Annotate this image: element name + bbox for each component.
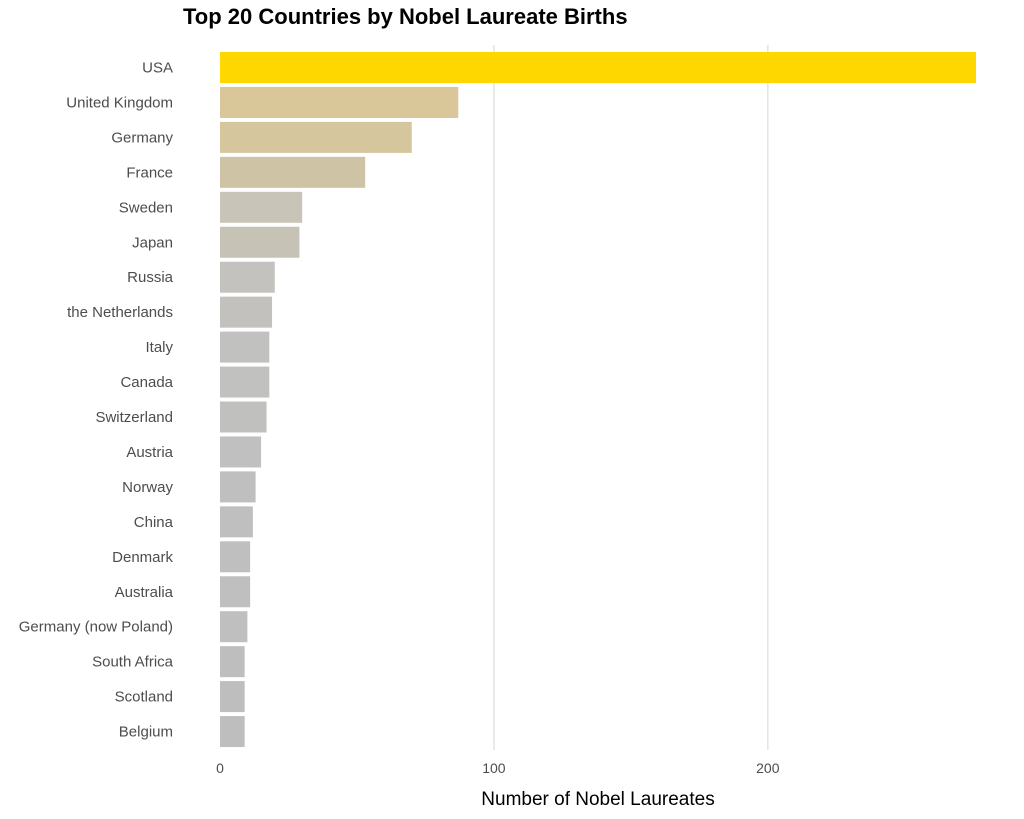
bar xyxy=(220,506,253,538)
y-tick-label: Canada xyxy=(120,374,173,391)
y-tick-label: Sweden xyxy=(119,199,173,216)
y-tick-label: Japan xyxy=(132,234,173,251)
y-tick-label: Denmark xyxy=(112,549,173,566)
y-tick-label: Switzerland xyxy=(95,409,173,426)
y-tick-label: Australia xyxy=(115,584,174,601)
y-tick-label: Belgium xyxy=(119,724,173,741)
x-tick-label: 100 xyxy=(482,760,506,776)
y-tick-label: USA xyxy=(142,60,173,77)
bar xyxy=(220,681,245,713)
y-tick-label: Austria xyxy=(126,444,173,461)
x-axis-title: Number of Nobel Laureates xyxy=(481,789,714,810)
bar xyxy=(220,401,267,433)
y-tick-label: Norway xyxy=(122,479,173,496)
y-tick-label: South Africa xyxy=(92,654,174,671)
bar xyxy=(220,121,412,153)
bar xyxy=(220,716,245,748)
bar xyxy=(220,576,251,608)
y-tick-label: Scotland xyxy=(115,689,173,706)
bar xyxy=(220,611,248,643)
x-tick-label: 0 xyxy=(216,760,224,776)
bar xyxy=(220,436,262,468)
bar xyxy=(220,261,275,293)
bar xyxy=(220,366,270,398)
x-axis-labels: 0 100 200 xyxy=(216,760,780,776)
bar xyxy=(220,52,976,83)
y-tick-label: Germany xyxy=(111,129,173,146)
y-tick-label: France xyxy=(126,164,173,181)
y-tick-label: the Netherlands xyxy=(67,304,173,321)
bar xyxy=(220,296,273,328)
bar xyxy=(220,86,459,118)
bar xyxy=(220,226,300,258)
y-tick-label: Germany (now Poland) xyxy=(19,619,173,636)
bar xyxy=(220,541,251,573)
bar xyxy=(220,646,245,678)
bars xyxy=(220,52,976,748)
bar xyxy=(220,471,256,503)
x-tick-label: 200 xyxy=(756,760,780,776)
y-axis-labels: USA United Kingdom Germany France Sweden Japa… xyxy=(19,60,174,741)
y-tick-label: Italy xyxy=(145,339,173,356)
bar xyxy=(220,156,366,188)
y-tick-label: Russia xyxy=(127,269,174,286)
y-tick-label: United Kingdom xyxy=(66,94,173,111)
bar xyxy=(220,331,270,363)
chart-title: Top 20 Countries by Nobel Laureate Birth… xyxy=(183,4,628,29)
grid-lines xyxy=(493,45,769,750)
y-tick-label: China xyxy=(134,514,174,531)
bar xyxy=(220,191,303,223)
